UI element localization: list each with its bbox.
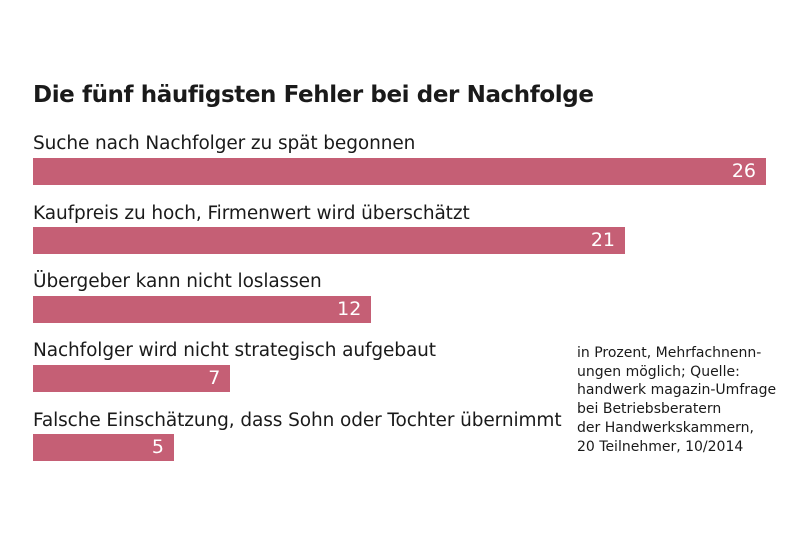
category-label: Übergeber kann nicht loslassen [33,271,322,292]
source-note: in Prozent, Mehrfachnenn- ungen möglich;… [577,345,777,455]
category-label: Nachfolger wird nicht strategisch aufgeb… [33,340,436,361]
bar-value-label: 12 [337,298,362,320]
bar-value-label: 26 [731,160,756,182]
category-label: Kaufpreis zu hoch, Firmenwert wird übers… [33,203,470,224]
bar [33,227,626,254]
bar [33,365,231,392]
bar [33,158,766,185]
category-label: Falsche Einschätzung, dass Sohn oder Toc… [33,410,562,431]
chart-title: Die fünf häufigsten Fehler bei der Nachf… [33,82,594,108]
category-label: Suche nach Nachfolger zu spät begonnen [33,133,416,154]
bar [33,434,174,461]
bar-value-label: 21 [590,229,616,251]
bar [33,296,372,323]
bar-value-label: 5 [151,436,164,458]
bar-value-label: 7 [208,367,221,389]
